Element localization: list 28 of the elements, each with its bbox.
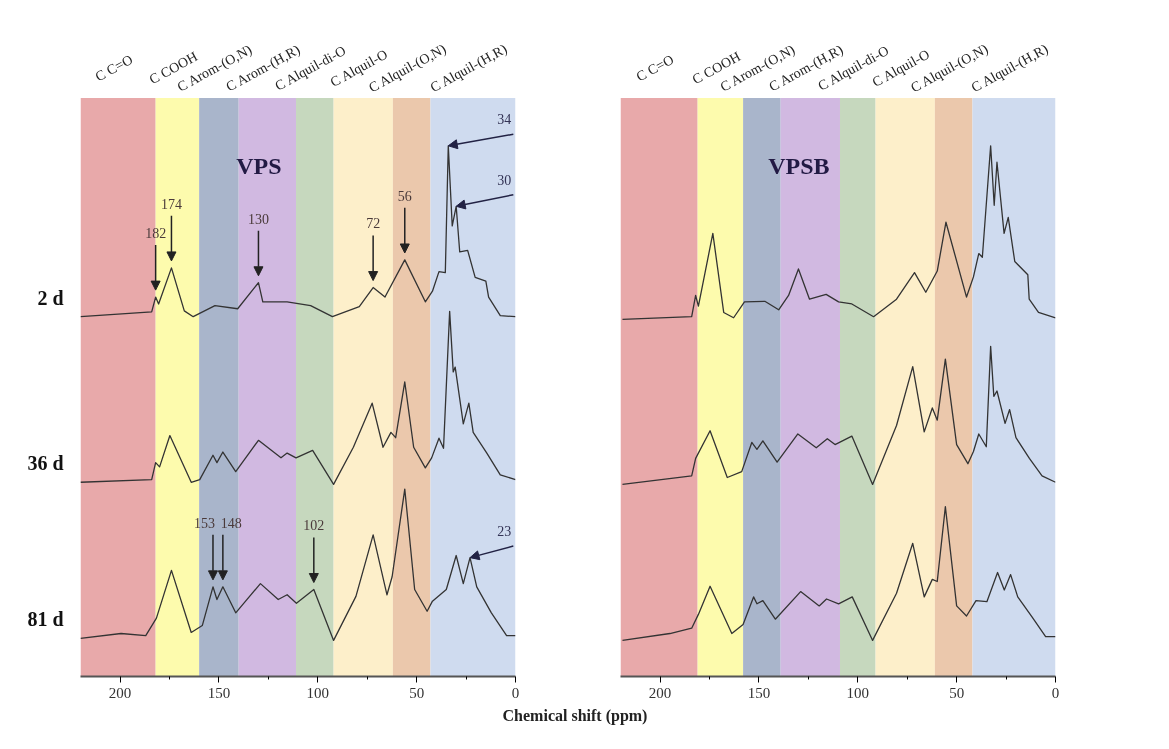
chart-title: VPSB bbox=[768, 153, 830, 180]
annotation: 174 bbox=[160, 196, 182, 212]
annotation: 148 bbox=[220, 515, 242, 531]
x-tick-label: 200 bbox=[108, 684, 132, 701]
annotation: 30 bbox=[497, 172, 512, 188]
x-tick-label: 150 bbox=[747, 684, 771, 701]
band-label: C C=O bbox=[633, 51, 677, 85]
chart-title: VPS bbox=[236, 153, 282, 180]
x-tick-label: 0 bbox=[1051, 684, 1060, 701]
annotation: 34 bbox=[497, 112, 512, 128]
annotation: 56 bbox=[397, 188, 412, 204]
band-label: C C=O bbox=[92, 51, 136, 85]
annotation: 72 bbox=[366, 216, 381, 232]
x-tick-label: 100 bbox=[846, 684, 870, 701]
x-tick-label: 150 bbox=[207, 684, 231, 701]
series-label: 36 d bbox=[27, 452, 64, 475]
x-tick-label: 0 bbox=[511, 684, 520, 701]
x-tick-label: 200 bbox=[648, 684, 672, 701]
annotation: 130 bbox=[247, 211, 269, 227]
x-tick-label: 100 bbox=[306, 684, 330, 701]
annotation: 102 bbox=[303, 518, 325, 534]
series-label: 2 d bbox=[37, 286, 64, 309]
x-tick-label: 50 bbox=[409, 684, 425, 701]
x-axis-title: Chemical shift (ppm) bbox=[502, 706, 648, 727]
x-tick-label: 50 bbox=[949, 684, 965, 701]
series-label: 81 d bbox=[27, 608, 64, 631]
annotation: 182 bbox=[145, 226, 167, 241]
annotation: 23 bbox=[497, 524, 512, 540]
